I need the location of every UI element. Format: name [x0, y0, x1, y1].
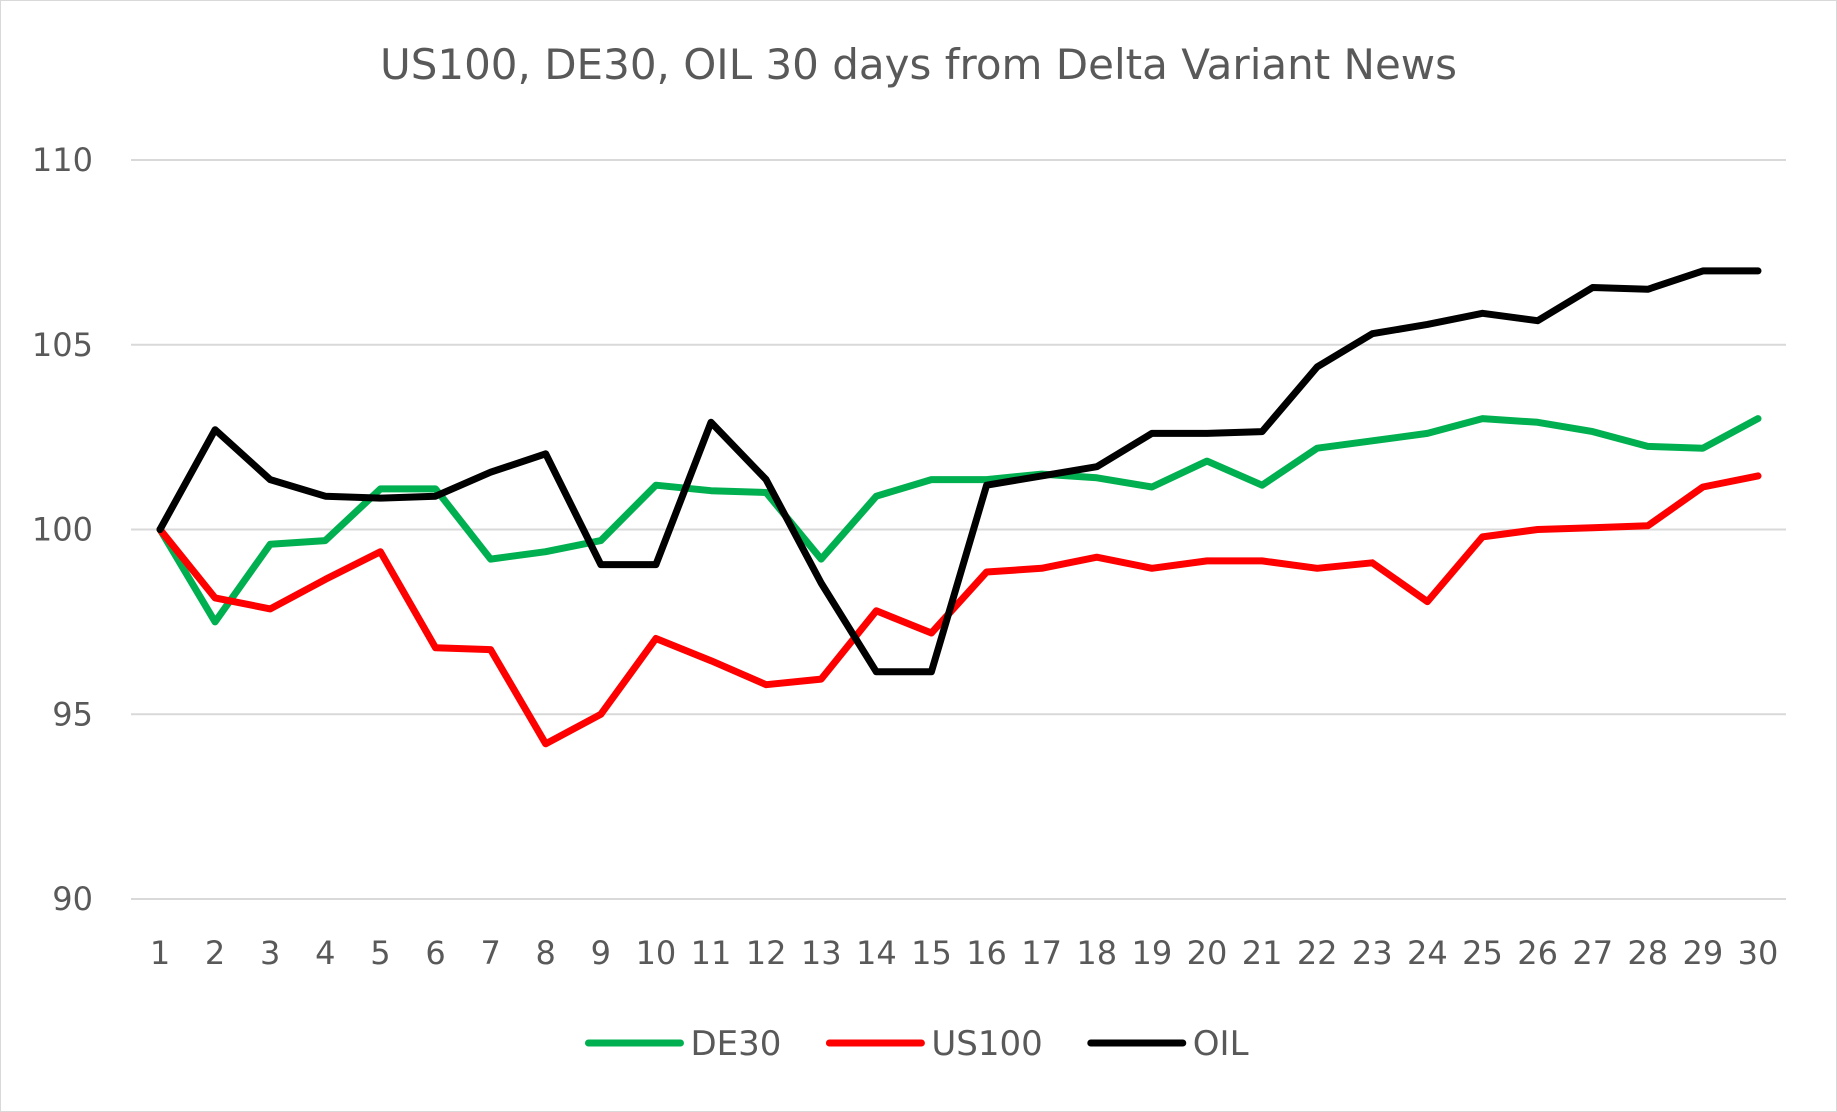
x-tick-label: 21: [1242, 934, 1283, 972]
x-tick-label: 3: [260, 934, 280, 972]
legend-label-de30: DE30: [690, 1024, 781, 1064]
x-tick-label: 27: [1572, 934, 1613, 972]
y-tick-label: 105: [32, 326, 93, 364]
x-tick-label: 20: [1187, 934, 1228, 972]
series-line-us100: [156, 472, 1762, 748]
x-tick-label: 8: [536, 934, 556, 972]
x-tick-label: 17: [1021, 934, 1062, 972]
y-axis-ticks: 90 95 100 105 110: [32, 141, 93, 918]
x-tick-label: 9: [591, 934, 611, 972]
x-tick-label: 25: [1462, 934, 1503, 972]
x-tick-label: 19: [1132, 934, 1173, 972]
x-tick-label: 12: [746, 934, 787, 972]
y-tick-label: 110: [32, 141, 93, 179]
y-tick-label: 90: [52, 880, 93, 918]
x-tick-label: 14: [856, 934, 897, 972]
x-tick-label: 30: [1738, 934, 1779, 972]
x-tick-label: 22: [1297, 934, 1338, 972]
series-line-oil: [156, 267, 1762, 676]
legend-label-oil: OIL: [1193, 1024, 1249, 1064]
x-tick-label: 13: [801, 934, 842, 972]
x-tick-label: 16: [966, 934, 1007, 972]
legend: DE30 US100 OIL: [584, 1024, 1249, 1064]
x-tick-label: 2: [205, 934, 225, 972]
x-tick-label: 6: [425, 934, 445, 972]
y-tick-label: 95: [52, 695, 93, 733]
x-tick-label: 11: [691, 934, 732, 972]
x-tick-label: 7: [480, 934, 500, 972]
x-tick-label: 1: [150, 934, 170, 972]
x-tick-label: 5: [370, 934, 390, 972]
x-tick-label: 23: [1352, 934, 1393, 972]
legend-label-us100: US100: [931, 1024, 1042, 1064]
x-tick-label: 4: [315, 934, 335, 972]
series-lines: [156, 267, 1762, 748]
chart-title: US100, DE30, OIL 30 days from Delta Vari…: [379, 40, 1458, 89]
y-tick-label: 100: [32, 511, 93, 549]
x-tick-label: 15: [911, 934, 952, 972]
x-tick-label: 24: [1407, 934, 1448, 972]
x-tick-label: 28: [1627, 934, 1668, 972]
x-tick-label: 26: [1517, 934, 1558, 972]
x-axis-ticks: 1 2 3 4 5 6 7 8 9 10 11 12 13 14 15 16 17 18 19 20 21 22 23 24 2…: [150, 934, 1779, 972]
gridlines: [131, 159, 1786, 900]
series-line-de30: [156, 415, 1762, 626]
x-tick-label: 10: [636, 934, 677, 972]
x-tick-label: 29: [1683, 934, 1724, 972]
x-tick-label: 18: [1076, 934, 1117, 972]
